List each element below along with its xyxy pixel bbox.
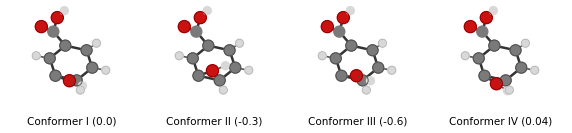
Text: Conformer III (-0.6): Conformer III (-0.6) [308, 116, 407, 126]
Circle shape [214, 75, 225, 86]
Circle shape [87, 62, 98, 73]
Text: Conformer IV (0.04): Conformer IV (0.04) [449, 116, 552, 126]
Circle shape [51, 12, 63, 24]
Circle shape [346, 40, 357, 51]
Circle shape [330, 53, 341, 64]
Circle shape [480, 12, 492, 24]
Circle shape [194, 12, 206, 24]
Circle shape [357, 75, 368, 86]
Circle shape [50, 70, 61, 81]
Circle shape [318, 52, 326, 60]
Text: Conformer I (0.0): Conformer I (0.0) [27, 116, 116, 126]
Circle shape [175, 52, 183, 60]
Circle shape [219, 86, 227, 94]
Circle shape [224, 45, 235, 56]
Circle shape [60, 7, 68, 15]
Circle shape [193, 70, 204, 81]
Circle shape [71, 75, 82, 86]
Circle shape [321, 21, 333, 33]
Circle shape [221, 62, 229, 70]
Circle shape [346, 7, 354, 15]
Circle shape [373, 62, 384, 73]
Circle shape [510, 45, 521, 56]
Circle shape [379, 39, 387, 47]
Circle shape [81, 45, 92, 56]
Circle shape [32, 52, 40, 60]
Circle shape [351, 70, 363, 82]
Circle shape [489, 7, 497, 15]
Circle shape [63, 75, 76, 87]
Circle shape [48, 26, 59, 37]
Circle shape [500, 75, 511, 86]
Circle shape [336, 70, 347, 81]
Circle shape [388, 66, 396, 74]
Circle shape [489, 40, 500, 51]
Circle shape [522, 39, 530, 47]
Circle shape [516, 62, 527, 73]
Circle shape [102, 66, 110, 74]
Circle shape [461, 52, 469, 60]
Circle shape [203, 7, 211, 15]
Circle shape [245, 66, 253, 74]
Circle shape [464, 21, 476, 33]
Circle shape [473, 53, 484, 64]
Circle shape [35, 21, 47, 33]
Circle shape [60, 40, 71, 51]
Circle shape [367, 77, 375, 85]
Circle shape [479, 70, 490, 81]
Circle shape [503, 87, 511, 95]
Text: Conformer II (-0.3): Conformer II (-0.3) [166, 116, 263, 126]
Circle shape [531, 66, 539, 74]
Circle shape [334, 26, 345, 37]
Circle shape [230, 62, 241, 73]
Circle shape [187, 53, 198, 64]
Circle shape [76, 86, 84, 94]
Circle shape [337, 12, 349, 24]
Circle shape [362, 86, 370, 94]
Circle shape [490, 78, 502, 90]
Circle shape [93, 39, 101, 47]
Circle shape [505, 86, 513, 94]
Circle shape [44, 53, 55, 64]
Circle shape [477, 26, 488, 37]
Circle shape [236, 39, 244, 47]
Circle shape [191, 26, 202, 37]
Circle shape [78, 82, 86, 90]
Circle shape [203, 40, 214, 51]
Circle shape [367, 45, 378, 56]
Circle shape [206, 65, 219, 77]
Circle shape [178, 21, 190, 33]
